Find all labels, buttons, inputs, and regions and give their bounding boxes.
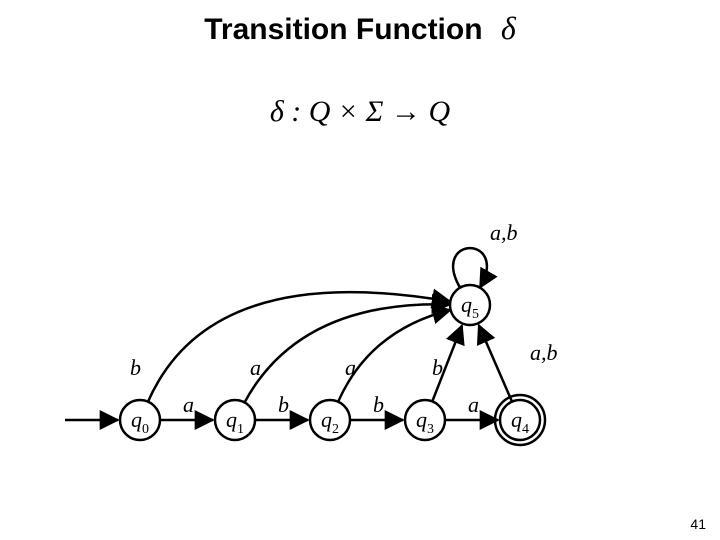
edge-label-q1-q5: a	[250, 355, 261, 380]
edge-label-q0-q5: b	[130, 355, 141, 380]
slide: Transition Function δ δ : Q × Σ → Q abba…	[0, 0, 720, 540]
edge-q5-q5	[453, 248, 487, 287]
edge-label-q3-q4: a	[468, 392, 479, 417]
edge-label-q5-q5: a,b	[490, 220, 518, 245]
edge-label-q2-q5: a	[345, 355, 356, 380]
page-number: 41	[690, 516, 706, 532]
edge-label-q3-q5: b	[432, 355, 443, 380]
automaton-diagram: abbabaaba,ba,bq0q1q2q3q4q5	[0, 0, 720, 540]
edge-q0-q5	[148, 292, 450, 402]
edge-label-q2-q3: b	[373, 392, 384, 417]
edge-q4-q5	[479, 325, 512, 401]
edge-q1-q5	[245, 304, 450, 402]
diagram-group: abbabaaba,ba,bq0q1q2q3q4q5	[65, 220, 558, 445]
edge-label-q0-q1: a	[183, 392, 194, 417]
edge-label-q1-q2: b	[278, 392, 289, 417]
edge-label-q4-q5: a,b	[530, 340, 558, 365]
